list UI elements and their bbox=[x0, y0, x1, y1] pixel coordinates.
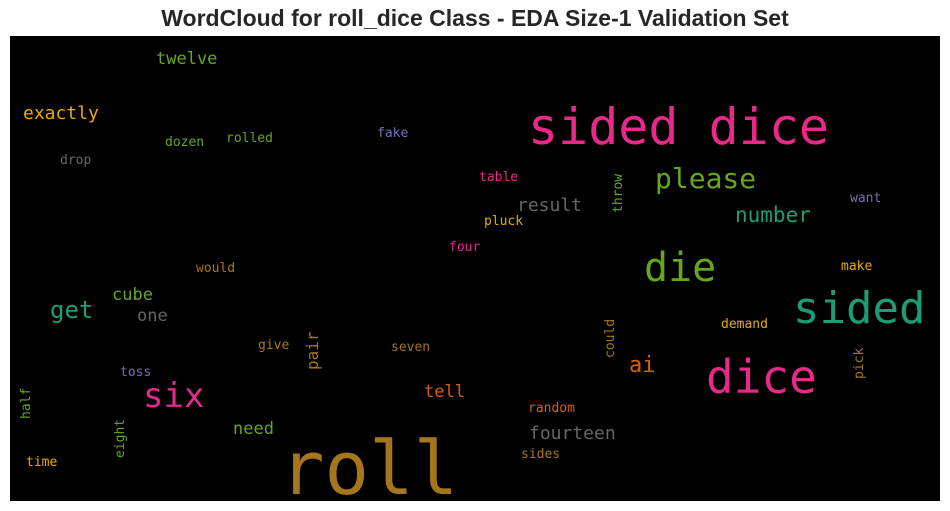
word-twelve: twelve bbox=[156, 49, 217, 69]
wordcloud-canvas: roll sided dice dice sided die six please numbe… bbox=[10, 36, 940, 501]
word-random: random bbox=[528, 401, 575, 416]
word-want: want bbox=[850, 191, 881, 206]
word-demand: demand bbox=[721, 317, 768, 332]
word-fourteen: fourteen bbox=[529, 423, 616, 444]
word-could: could bbox=[603, 319, 618, 358]
word-result: result bbox=[517, 195, 582, 216]
word-dice: dice bbox=[706, 350, 817, 404]
word-get: get bbox=[50, 296, 93, 324]
word-roll: roll bbox=[280, 426, 458, 501]
word-time: time bbox=[26, 455, 57, 470]
word-die: die bbox=[644, 245, 716, 291]
word-one: one bbox=[137, 306, 168, 326]
word-give: give bbox=[258, 338, 289, 353]
word-sided: sided bbox=[793, 283, 925, 334]
word-pair: pair bbox=[303, 331, 322, 370]
word-cube: cube bbox=[112, 285, 153, 305]
chart-title: WordCloud for roll_dice Class - EDA Size… bbox=[161, 5, 789, 31]
word-fake: fake bbox=[377, 126, 408, 141]
word-ai: ai bbox=[629, 353, 656, 378]
word-six: six bbox=[143, 376, 204, 416]
word-eight: eight bbox=[113, 419, 128, 458]
word-half: half bbox=[19, 388, 34, 419]
word-sided-dice: sided dice bbox=[528, 98, 829, 156]
word-need: need bbox=[233, 419, 274, 439]
word-pick: pick bbox=[852, 348, 867, 379]
wordcloud-svg: roll sided dice dice sided die six please numbe… bbox=[19, 49, 925, 501]
word-please: please bbox=[655, 162, 756, 195]
word-dozen: dozen bbox=[165, 135, 204, 150]
word-pluck: pluck bbox=[484, 214, 523, 229]
word-tell: tell bbox=[424, 382, 465, 402]
word-would: would bbox=[196, 261, 235, 276]
word-make: make bbox=[841, 259, 872, 274]
word-drop: drop bbox=[60, 153, 91, 168]
word-seven: seven bbox=[391, 340, 430, 355]
word-number: number bbox=[735, 203, 811, 227]
word-table: table bbox=[479, 170, 518, 185]
word-throw: throw bbox=[611, 174, 626, 213]
word-rolled: rolled bbox=[226, 131, 273, 146]
word-sides: sides bbox=[521, 447, 560, 462]
word-four: four bbox=[449, 240, 480, 255]
word-toss: toss bbox=[120, 365, 151, 380]
word-exactly: exactly bbox=[23, 103, 99, 124]
